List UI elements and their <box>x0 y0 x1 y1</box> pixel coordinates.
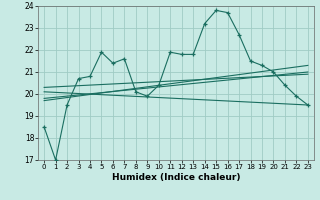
X-axis label: Humidex (Indice chaleur): Humidex (Indice chaleur) <box>112 173 240 182</box>
